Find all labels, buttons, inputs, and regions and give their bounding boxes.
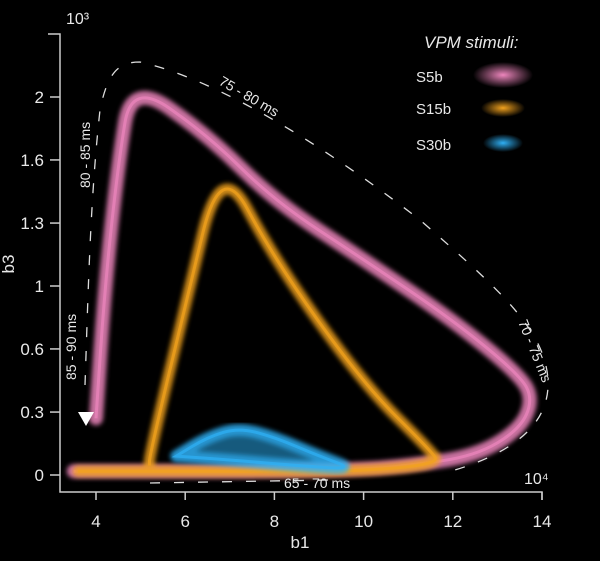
x-tick-label: 6 [180, 512, 189, 531]
y-tick-label: 0.3 [20, 403, 44, 422]
y-tick-label: 1.3 [20, 214, 44, 233]
annotation-65-70: 65 - 70 ms [284, 475, 350, 491]
ticks: 4 6 8 10 12 14 0 0.3 0.6 1 1.3 1.6 2 [20, 88, 551, 531]
series-s5b-trajectory [66, 91, 537, 479]
x-tick-label: 10 [354, 512, 373, 531]
y-multiplier: 10³ [66, 11, 90, 28]
legend-swatch-s5b [473, 62, 533, 88]
y-axis-line [48, 33, 543, 500]
annotation-75-80: 75 - 80 ms [217, 73, 282, 120]
legend-label-s5b: S5b [416, 69, 443, 86]
y-axis-label: b3 [0, 255, 18, 274]
series-core-line [78, 187, 437, 473]
y-tick-label: 2 [35, 88, 44, 107]
x-tick-label: 12 [443, 512, 462, 531]
series-s30b-trajectory [170, 424, 350, 474]
x-multiplier: 10⁴ [524, 471, 549, 488]
annotation-85-90: 85 - 90 ms [63, 314, 79, 380]
start-marker-triangle [78, 412, 94, 426]
y-tick-label: 1.6 [20, 151, 44, 170]
x-tick-label: 8 [270, 512, 279, 531]
x-tick-label: 4 [91, 512, 100, 531]
series-s15b-trajectory [72, 183, 441, 477]
legend-label-s15b: S15b [416, 101, 451, 118]
x-axis-label: b1 [291, 533, 310, 552]
legend-title: VPM stimuli: [424, 33, 519, 52]
x-tick-label: 14 [533, 512, 552, 531]
y-tick-label: 0.6 [20, 340, 44, 359]
annotation-80-85: 80 - 85 ms [77, 122, 93, 188]
series-layer [66, 91, 537, 479]
y-tick-label: 0 [35, 466, 44, 485]
series-band [66, 91, 537, 479]
legend: VPM stimuli: S5b S15b S30b [416, 33, 533, 154]
y-tick-label: 1 [35, 277, 44, 296]
legend-swatch-s30b [483, 134, 523, 152]
series-core-line [73, 96, 532, 473]
timing-dashes [84, 61, 549, 484]
axes [48, 33, 543, 500]
legend-label-s30b: S30b [416, 137, 451, 154]
series-core-line [171, 428, 346, 470]
legend-swatch-s15b [481, 99, 525, 117]
